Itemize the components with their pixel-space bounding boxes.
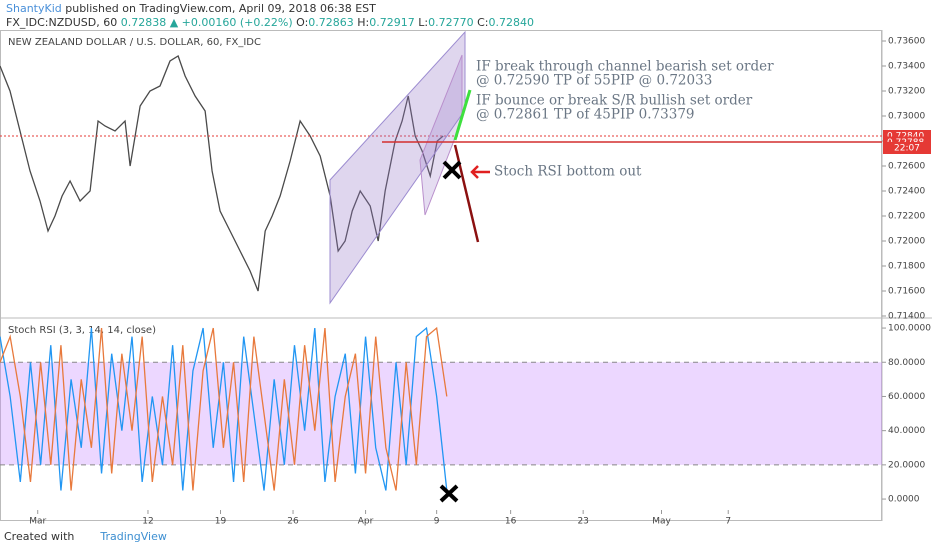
annotation: @ 0.72590 TP of 55PIP @ 0.72033 bbox=[476, 73, 712, 89]
header: ShantyKid published on TradingView.com, … bbox=[6, 2, 534, 30]
y-tick-label: 20.0000 bbox=[888, 460, 925, 470]
pane-title: Stoch RSI (3, 3, 14, 14, close) bbox=[8, 325, 156, 336]
c-label: C: bbox=[477, 16, 489, 29]
y-tick-label: 0.73400 bbox=[888, 62, 925, 72]
pointer-arrow bbox=[470, 165, 490, 179]
annotation: Stoch RSI bottom out bbox=[494, 164, 642, 180]
c: 0.72840 bbox=[488, 16, 535, 29]
series-line bbox=[0, 55, 444, 292]
bear-arrow bbox=[453, 144, 480, 243]
last: 0.72838 bbox=[120, 16, 167, 29]
y-tick-label: 100.0000 bbox=[888, 324, 931, 334]
x-mark bbox=[439, 484, 459, 503]
x-tick-label: 16 bbox=[505, 517, 517, 527]
y-tick-label: 80.0000 bbox=[888, 358, 925, 368]
drawings bbox=[329, 30, 882, 503]
y-tick-label: 40.0000 bbox=[888, 426, 925, 436]
y-tick-label: 0.72400 bbox=[888, 187, 925, 197]
l-label: L: bbox=[418, 16, 429, 29]
y-tick-label: 0.72200 bbox=[888, 212, 925, 222]
annotation: @ 0.72861 TP of 45PIP 0.73379 bbox=[476, 107, 695, 123]
x-tick-label: Mar bbox=[29, 517, 46, 527]
y-tick-label: 60.0000 bbox=[888, 392, 925, 402]
y-tick-label: 0.71400 bbox=[888, 312, 925, 322]
x-mark bbox=[442, 160, 462, 180]
y-tick-label: 0.71800 bbox=[888, 262, 925, 272]
y-tick-label: 0.73600 bbox=[888, 37, 925, 47]
x-tick-label: 12 bbox=[142, 517, 153, 527]
x-tick-label: 26 bbox=[287, 517, 299, 527]
y-tick-label: 0.73000 bbox=[888, 112, 925, 122]
x-tick-label: May bbox=[652, 517, 671, 527]
footer: Created with TradingView bbox=[4, 530, 167, 543]
series-line bbox=[0, 326, 448, 491]
y-tick-label: 0.0000 bbox=[888, 495, 920, 505]
h-label: H: bbox=[357, 16, 370, 29]
symbol: FX_IDC:NZDUSD, 60 bbox=[6, 16, 118, 29]
author[interactable]: ShantyKid bbox=[6, 2, 62, 15]
x-tick-label: 19 bbox=[215, 517, 227, 527]
h: 0.72917 bbox=[369, 16, 415, 29]
y-tick-label: 0.73200 bbox=[888, 87, 925, 97]
change: ▲ +0.00160 (+0.22%) bbox=[169, 16, 293, 29]
published: published on TradingView.com, April 09, … bbox=[65, 2, 376, 15]
band bbox=[0, 362, 882, 465]
x-tick-label: Apr bbox=[358, 517, 374, 527]
l: 0.72770 bbox=[428, 16, 474, 29]
channel bbox=[329, 30, 466, 305]
o-label: O: bbox=[296, 16, 309, 29]
x-tick-label: 23 bbox=[577, 517, 588, 527]
y-tick-label: 0.72000 bbox=[888, 237, 925, 247]
x-tick-label: 9 bbox=[434, 517, 440, 527]
created: Created with bbox=[4, 530, 75, 543]
series-line bbox=[0, 326, 448, 491]
x-tick-label: 7 bbox=[725, 517, 731, 527]
chart: 0.71400 0.71600 0.71800 0.72000 0.72200 0.724… bbox=[0, 30, 932, 527]
bull-arrow bbox=[453, 89, 472, 141]
countdown-box bbox=[883, 142, 931, 154]
annotation: IF break through channel bearish set ord… bbox=[476, 59, 774, 75]
y-tick-label: 0.71600 bbox=[888, 287, 925, 297]
brand[interactable]: TradingView bbox=[100, 530, 167, 543]
y-tick-label: 0.72600 bbox=[888, 162, 925, 172]
countdown: 22:07 bbox=[894, 144, 920, 154]
pane-title: NEW ZEALAND DOLLAR / U.S. DOLLAR, 60, FX… bbox=[8, 37, 261, 48]
annotation: IF bounce or break S/R bullish set order bbox=[476, 93, 753, 109]
o: 0.72863 bbox=[308, 16, 354, 29]
